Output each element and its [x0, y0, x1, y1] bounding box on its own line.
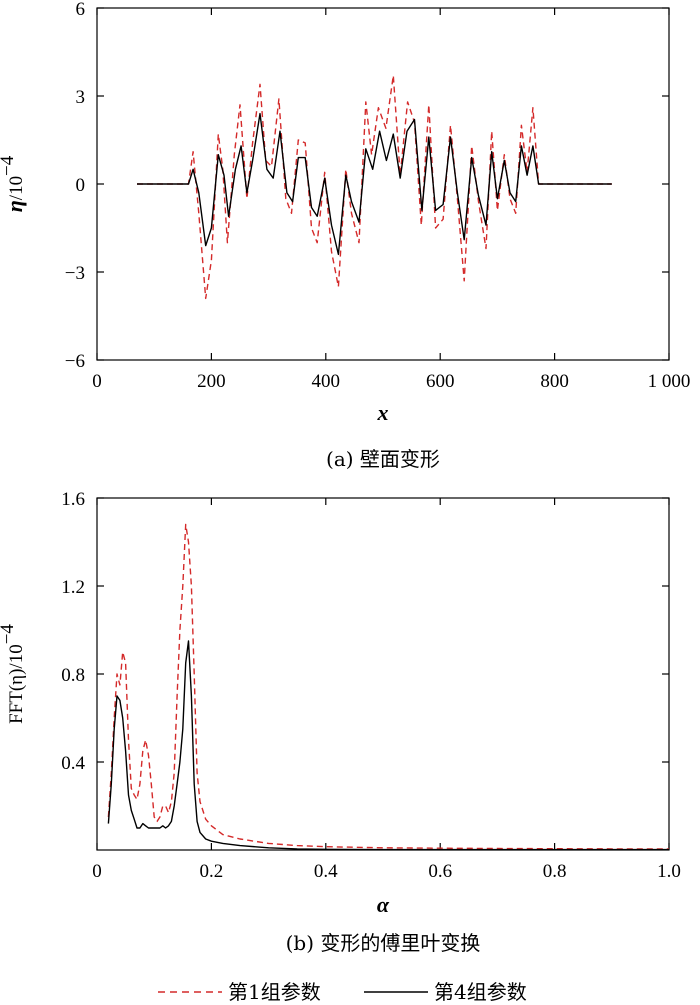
panel-b-series-2-line: [107, 640, 669, 851]
panel-b-plot-frame: [96, 497, 670, 851]
panel-b-y-tick-label: 0.4: [61, 753, 85, 774]
panel-b-caption: (b) 变形的傅里叶变换: [286, 931, 481, 955]
panel-a-ticks: 0 200 400 600 800 1 000 −6 −3 0 3 6: [65, 0, 691, 392]
panel-a-x-tick-label: 600: [426, 371, 455, 392]
panel-b-x-tick-label: 0.2: [200, 861, 224, 882]
panel-b-y-tick-label: 1.2: [61, 577, 85, 598]
panel-b-y-label-unit: /10: [6, 644, 27, 668]
panel-b-series: [107, 523, 669, 851]
panel-b-y-label-main: FFT(η): [6, 669, 27, 724]
panel-a-y-tick-label: 3: [76, 87, 86, 108]
panel-a-x-tick-label: 400: [312, 371, 341, 392]
panel-a-x-tick-label: 200: [197, 371, 226, 392]
panel-a-y-label-exponent: −4: [0, 155, 18, 176]
panel-b-x-tick-label: 1.0: [657, 861, 681, 882]
panel-a-x-tick-label: 1 000: [648, 371, 691, 392]
panel-b-y-tick-label: 0.8: [61, 665, 85, 686]
panel-b-x-tick-label: 0: [92, 861, 102, 882]
panel-a-y-tick-label: −6: [65, 351, 85, 372]
panel-a-y-tick-label: 6: [76, 0, 86, 20]
panel-a-series-2-line: [137, 112, 612, 256]
panel-b-x-axis-label: α: [377, 892, 390, 917]
panel-b-y-tick-label: 1.6: [61, 489, 85, 510]
panel-b-x-tick-label: 0.6: [428, 861, 452, 882]
panel-b-y-label-exponent: −4: [0, 624, 18, 645]
panel-b-series-1-line: [107, 523, 669, 850]
panel-a-x-tick-label: 0: [92, 371, 102, 392]
panel-a-y-axis-label: η/10−4: [0, 155, 27, 212]
panel-a-caption: (a) 壁面变形: [326, 447, 440, 471]
legend-label-series-1: 第1组参数: [228, 980, 321, 1004]
panel-a-series-1-line: [137, 74, 612, 300]
panel-b-x-tick-label: 0.4: [314, 861, 338, 882]
panel-b-y-axis-label: FFT(η)/10−4: [0, 624, 27, 724]
panel-a-wall-deformation: 0 200 400 600 800 1 000 −6 −3 0 3 6 x η/10−4 (a) 壁…: [0, 0, 690, 471]
panel-b-fourier-transform: 0 0.2 0.4 0.6 0.8 1.0 0.4 0.8 1.2 1.6 α FFT(η)/10…: [0, 489, 681, 955]
panel-a-series: [137, 74, 612, 300]
legend: 第1组参数 第4组参数: [158, 980, 527, 1004]
panel-a-y-label-unit: /10: [6, 176, 27, 200]
panel-b-x-tick-label: 0.8: [543, 861, 567, 882]
panel-a-y-tick-label: −3: [65, 263, 85, 284]
legend-label-series-2: 第4组参数: [434, 980, 527, 1004]
panel-a-y-label-symbol: η: [2, 200, 27, 212]
panel-a-x-axis-label: x: [377, 400, 389, 425]
panel-b-ticks: 0 0.2 0.4 0.6 0.8 1.0 0.4 0.8 1.2 1.6: [61, 489, 681, 882]
panel-a-x-tick-label: 800: [540, 371, 569, 392]
panel-a-y-tick-label: 0: [76, 175, 86, 196]
